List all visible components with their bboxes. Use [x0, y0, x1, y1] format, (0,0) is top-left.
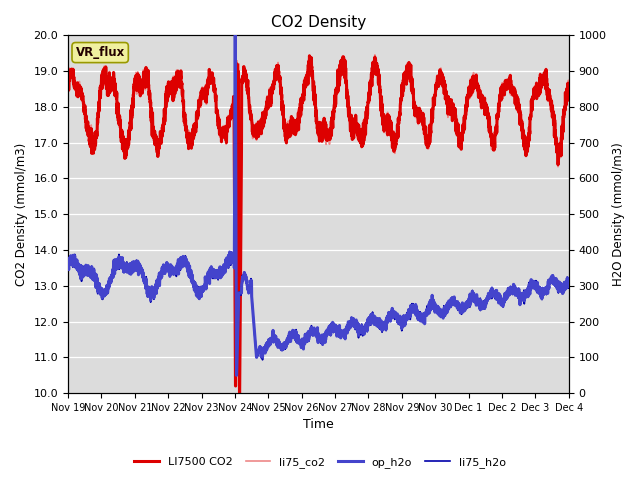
Legend: LI7500 CO2, li75_co2, op_h2o, li75_h2o: LI7500 CO2, li75_co2, op_h2o, li75_h2o [130, 452, 510, 472]
Title: CO2 Density: CO2 Density [271, 15, 366, 30]
Y-axis label: H2O Density (mmol/m3): H2O Density (mmol/m3) [612, 143, 625, 286]
Y-axis label: CO2 Density (mmol/m3): CO2 Density (mmol/m3) [15, 143, 28, 286]
X-axis label: Time: Time [303, 419, 333, 432]
Text: VR_flux: VR_flux [76, 46, 125, 59]
